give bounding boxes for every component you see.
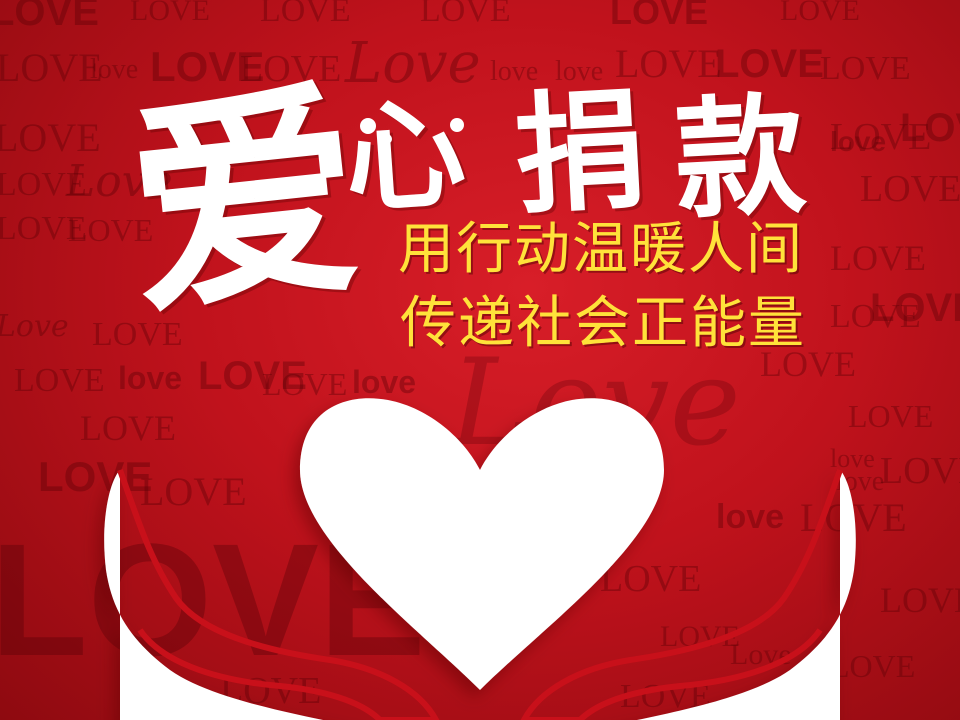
title-char-xin: 心 <box>340 83 470 232</box>
bg-love-word: LOVE <box>600 558 702 600</box>
bg-love-word: LOVE <box>715 42 824 86</box>
paint-splatter <box>382 134 392 144</box>
bg-love-word: LOVE <box>830 648 916 684</box>
bg-love-word: LOVE <box>150 43 265 90</box>
title-char-ai: 爱 <box>116 57 374 348</box>
bg-love-word: LOVE <box>0 45 103 90</box>
bg-love-word: love <box>830 126 887 157</box>
bg-love-word: LOVE <box>760 344 856 384</box>
bg-love-word: LOVE <box>610 0 709 32</box>
heart-icon <box>300 398 664 690</box>
subtitle-line-2: 传递社会正能量 <box>400 291 806 356</box>
bg-love-word: LOVE <box>830 298 921 335</box>
bg-love-word: LOVE <box>615 41 722 86</box>
bg-love-word: LOVE <box>240 48 342 90</box>
bg-love-word: LOVE <box>80 408 176 448</box>
bg-love-word: LOVE <box>260 0 351 29</box>
bg-love-word: LOVE <box>140 469 247 514</box>
bg-love-word: love <box>716 498 785 536</box>
bg-love-word: Love <box>345 31 481 96</box>
bg-love-word: LOVE <box>0 166 87 203</box>
bg-love-word: LOVE <box>14 362 105 399</box>
subtitle-line-1: 用行动温暖人间 <box>398 217 804 282</box>
bg-love-word: love <box>90 54 139 85</box>
bg-love-word: love <box>830 444 875 473</box>
bg-love-word: LOVE <box>820 50 911 87</box>
bg-love-word: love <box>352 364 417 400</box>
cupped-hands-icon <box>104 468 856 720</box>
bg-love-word: LOVE <box>880 580 960 620</box>
bg-love-word: LOVE <box>130 0 210 27</box>
title-char-kuan: 款 <box>671 78 809 238</box>
paint-splatter <box>218 160 230 172</box>
bg-love-word: LOVE <box>262 366 348 402</box>
bg-love-word: LOVE <box>0 0 99 34</box>
bg-love-word: love <box>118 360 183 396</box>
bg-love-word: LOVE <box>848 398 934 434</box>
bg-love-word: LOVE <box>420 0 511 29</box>
paint-splatter <box>360 118 376 134</box>
bg-love-word: Love <box>66 156 173 207</box>
bg-love-word: LOVE <box>0 210 87 247</box>
title-char-juan: 捐 <box>511 73 649 233</box>
bg-love-word: LOVE <box>780 0 860 27</box>
bg-love-word: LOVE <box>0 115 101 160</box>
bg-love-word: LOVE <box>830 238 926 278</box>
bg-love-word: LOVE <box>860 168 960 210</box>
bg-love-word: LOVE <box>38 453 153 500</box>
bg-love-word: love <box>555 56 604 87</box>
poster-title: 爱 心 捐 款 <box>117 58 850 378</box>
bg-love-word: LOVE <box>68 212 154 248</box>
bg-love-word: LOVE <box>880 450 960 492</box>
bg-love-word: LOVE <box>92 316 183 353</box>
bg-love-word: love <box>490 56 539 87</box>
bg-love-word: LOVE <box>870 286 960 330</box>
bg-love-word: LOVE <box>198 354 307 398</box>
bg-love-word: LOVE <box>830 116 932 158</box>
paint-splatter <box>200 198 209 207</box>
bg-love-word: LOVE <box>900 106 960 150</box>
paint-splatter <box>450 118 464 132</box>
bg-love-word: Love <box>0 309 69 344</box>
